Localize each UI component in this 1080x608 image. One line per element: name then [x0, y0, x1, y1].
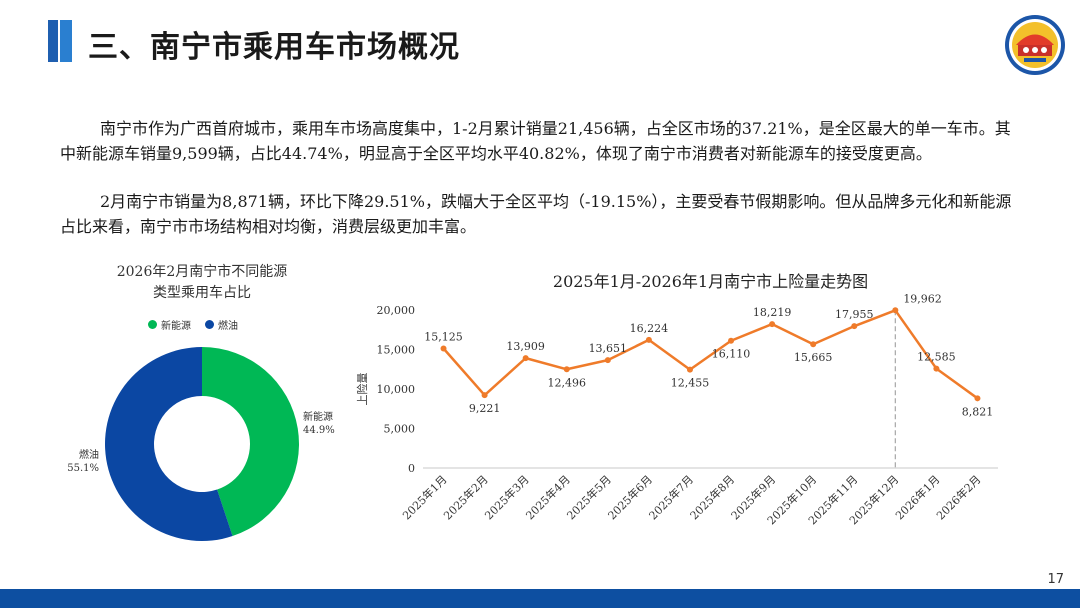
legend-item-fuel: 燃油 [205, 317, 238, 332]
data-point [522, 355, 529, 362]
page-title: 三、南宁市乘用车市场概况 [88, 30, 460, 65]
data-label: 8,821 [962, 405, 994, 418]
data-label: 19,962 [903, 292, 942, 305]
legend-dot-fuel [205, 320, 214, 329]
data-label: 16,110 [712, 348, 751, 361]
y-tick-label: 0 [408, 462, 415, 475]
data-label: 16,224 [630, 322, 669, 335]
intro-paragraph: 南宁市作为广西首府城市，乘用车市场高度集中，1-2月累计销量21,456辆，占全… [60, 119, 1011, 163]
data-point [892, 307, 899, 314]
donut-value-label-0: 44.9% [303, 425, 335, 436]
data-point [933, 365, 940, 372]
line-chart: 2025年1月-2026年1月南宁市上险量走势图 0 5,000 10,000 15,0… [355, 272, 998, 527]
y-tick-label: 15,000 [377, 344, 416, 357]
legend-item-nev: 新能源 [148, 317, 191, 332]
donut-legend: 新能源 燃油 [148, 317, 238, 332]
y-axis-label: 上险量 [355, 373, 369, 406]
data-point [481, 392, 488, 399]
footer-band [0, 589, 1080, 608]
data-label: 13,651 [589, 342, 628, 355]
data-point [974, 395, 981, 402]
data-point [686, 366, 693, 373]
data-point [769, 321, 776, 328]
association-logo [1005, 15, 1065, 75]
data-label: 12,585 [917, 351, 956, 364]
legend-label-fuel: 燃油 [218, 321, 238, 332]
x-tick-label: 2026年2月 [933, 472, 983, 522]
data-label: 9,221 [469, 402, 501, 415]
donut-chart-title: 2026年2月南宁市不同能源 类型乘用车占比 [100, 262, 304, 304]
donut-value-label-1: 55.1% [67, 463, 99, 474]
donut-slice-nev [202, 347, 300, 537]
data-point [563, 366, 570, 373]
donut-title-line1: 2026年2月南宁市不同能源 [116, 264, 288, 280]
data-label: 15,665 [794, 351, 833, 364]
data-point [604, 357, 611, 364]
data-label: 12,496 [548, 376, 587, 389]
february-paragraph: 2月南宁市销量为8,871辆，环比下降29.51%，跌幅大于全区平均（-19.1… [60, 192, 1012, 236]
data-label: 13,909 [506, 340, 545, 353]
donut-label-0: 新能源 [303, 410, 333, 423]
data-label: 12,455 [671, 377, 710, 390]
data-point [728, 337, 735, 344]
y-tick-label: 5,000 [384, 423, 416, 436]
data-label: 15,125 [424, 331, 463, 344]
data-label: 18,219 [753, 306, 792, 319]
donut-chart: 新能源 44.9% 燃油 55.1% [67, 347, 335, 541]
y-tick-label: 20,000 [377, 304, 416, 317]
line-chart-title: 2025年1月-2026年1月南宁市上险量走势图 [553, 272, 868, 291]
legend-dot-nev [148, 320, 157, 329]
data-point [645, 336, 652, 343]
data-point [440, 345, 447, 352]
series-line [442, 309, 979, 400]
donut-label-1: 燃油 [79, 448, 99, 461]
page-number: 17 [1047, 572, 1064, 587]
title-accent-bar [48, 20, 74, 62]
y-tick-label: 10,000 [377, 383, 416, 396]
data-point [851, 323, 858, 330]
legend-label-nev: 新能源 [161, 321, 191, 332]
data-point [810, 341, 817, 348]
data-label: 17,955 [835, 308, 874, 321]
donut-title-line2: 类型乘用车占比 [153, 285, 251, 301]
donut-slice-fuel [105, 347, 233, 541]
